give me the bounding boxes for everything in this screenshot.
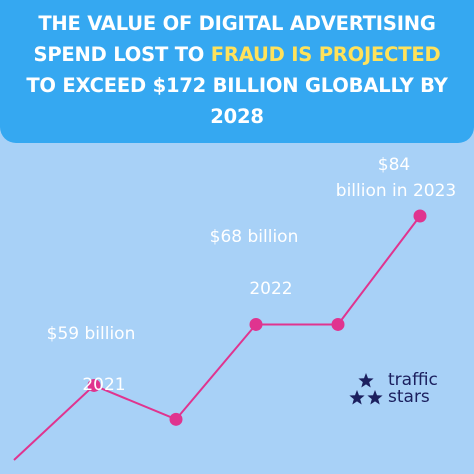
label-2022-value: $68 billion <box>210 227 299 247</box>
label-2022-year: 2022 <box>249 279 292 299</box>
label-2021-year: 2021 <box>82 375 125 395</box>
point-marker-1 <box>87 378 101 392</box>
label-2023-caption: billion in 2023 <box>336 181 456 201</box>
point-marker-3 <box>249 317 263 331</box>
title-line-2: SPEND LOST TO FRAUD IS PROJECTED <box>0 39 474 70</box>
logo-text-traffic: traffic <box>388 370 438 390</box>
label-2021-value: $59 billion <box>47 324 136 344</box>
title-line-1: THE VALUE OF DIGITAL ADVERTISING <box>38 12 436 35</box>
three-stars-icon <box>349 373 383 405</box>
title-line-2-highlight: FRAUD IS PROJECTED <box>210 43 441 66</box>
logo-text-stars: stars <box>388 387 430 407</box>
title-line-3: TO EXCEED $172 BILLION GLOBALLY BY <box>26 74 448 97</box>
title-banner: THE VALUE OF DIGITAL ADVERTISING SPEND L… <box>0 0 474 143</box>
series-line <box>13 215 421 461</box>
title-line-2-plain: SPEND LOST TO <box>33 43 211 66</box>
point-marker-4 <box>331 317 345 331</box>
point-marker-5 <box>413 209 427 223</box>
traffic-stars-logo: traffic stars <box>348 372 448 412</box>
point-markers <box>87 209 427 426</box>
title-line-4: 2028 <box>210 105 264 128</box>
label-2023-value: $84 <box>378 155 410 175</box>
point-marker-2 <box>169 412 183 426</box>
